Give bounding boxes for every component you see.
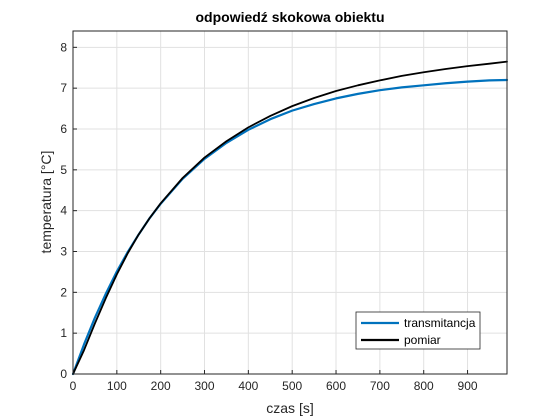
x-tick-label: 0 — [70, 379, 77, 393]
plot-frame — [72, 30, 508, 375]
y-tick-label: 7 — [60, 81, 67, 95]
chart-title: odpowiedź skokowa obiektu — [195, 9, 384, 25]
y-axis-label: temperatura [°C] — [38, 151, 54, 254]
y-tick-label: 2 — [60, 285, 67, 299]
x-tick-label: 200 — [151, 379, 171, 393]
y-tick-label: 8 — [60, 40, 67, 54]
x-axis-label: czas [s] — [266, 400, 313, 416]
y-tick-label: 3 — [60, 245, 67, 259]
series-line-transmitancja — [71, 78, 509, 376]
y-tick-label: 1 — [60, 326, 67, 340]
y-tick-label: 4 — [60, 204, 67, 218]
y-tick-label: 0 — [60, 367, 67, 381]
y-tick-label: 6 — [60, 122, 67, 136]
x-tick-label: 900 — [458, 379, 478, 393]
legend-label-pomiar: pomiar — [404, 333, 441, 347]
series-layer — [71, 60, 509, 376]
legend-box — [355, 311, 481, 350]
x-tick-label: 700 — [370, 379, 390, 393]
axis-ticks: 0 100 200 300 400 500 600 700 800 900 0 1 2 3 4 5 6 7 8 — [60, 40, 478, 393]
series-line-pomiar — [72, 60, 508, 375]
x-tick-label: 400 — [238, 379, 258, 393]
legend: transmitancja pomiar — [355, 311, 481, 350]
x-tick-label: 300 — [194, 379, 214, 393]
x-tick-label: 500 — [282, 379, 302, 393]
x-tick-label: 800 — [414, 379, 434, 393]
x-tick-label: 100 — [107, 379, 127, 393]
legend-label-transmitancja: transmitancja — [404, 316, 476, 330]
x-tick-label: 600 — [326, 379, 346, 393]
y-tick-label: 5 — [60, 163, 67, 177]
